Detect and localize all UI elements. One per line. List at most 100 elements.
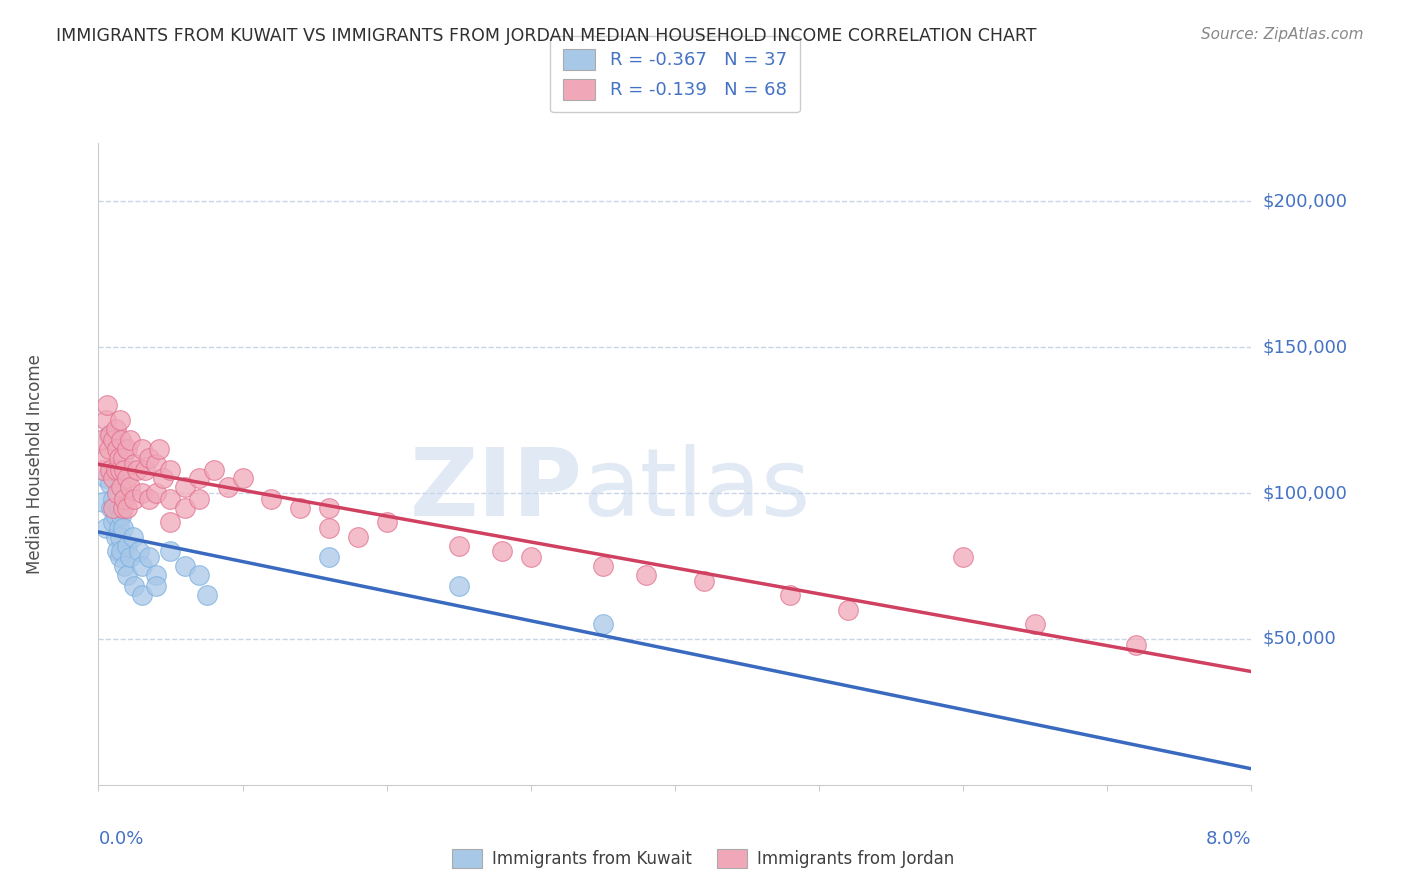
- Point: [110, 509, 132, 524]
- Point: [108, 463, 131, 477]
- Point: [94, 471, 117, 485]
- Text: $200,000: $200,000: [1263, 192, 1348, 211]
- Point: [145, 579, 167, 593]
- Point: [111, 450, 134, 465]
- Point: [98, 477, 121, 491]
- Point: [107, 521, 129, 535]
- Point: [112, 463, 135, 477]
- Point: [159, 463, 181, 477]
- Point: [318, 550, 340, 565]
- Point: [98, 463, 121, 477]
- Point: [94, 521, 117, 535]
- Point: [174, 480, 197, 494]
- Point: [1024, 617, 1046, 632]
- Point: [111, 521, 134, 535]
- Point: [101, 500, 124, 515]
- Point: [117, 500, 138, 515]
- Point: [97, 427, 120, 442]
- Point: [104, 509, 127, 524]
- Point: [94, 450, 117, 465]
- Text: atlas: atlas: [582, 443, 811, 535]
- Point: [101, 471, 124, 485]
- Point: [108, 530, 131, 544]
- Point: [105, 544, 128, 558]
- Point: [491, 544, 513, 558]
- Point: [318, 521, 340, 535]
- Point: [152, 471, 174, 485]
- Point: [159, 515, 181, 529]
- Point: [112, 491, 135, 506]
- Point: [159, 544, 181, 558]
- Point: [97, 442, 120, 457]
- Point: [195, 588, 218, 602]
- Point: [117, 539, 138, 553]
- Point: [592, 559, 614, 574]
- Point: [159, 491, 181, 506]
- Point: [124, 491, 146, 506]
- Text: $150,000: $150,000: [1263, 338, 1348, 356]
- Text: Median Household Income: Median Household Income: [25, 354, 44, 574]
- Point: [202, 463, 225, 477]
- Point: [98, 427, 121, 442]
- Point: [91, 495, 114, 509]
- Text: ZIP: ZIP: [409, 443, 582, 535]
- Point: [105, 486, 128, 500]
- Point: [112, 559, 135, 574]
- Point: [188, 567, 211, 582]
- Point: [519, 550, 541, 565]
- Point: [108, 413, 131, 427]
- Point: [101, 434, 124, 448]
- Point: [127, 463, 149, 477]
- Point: [290, 500, 312, 515]
- Point: [124, 579, 146, 593]
- Point: [131, 588, 153, 602]
- Text: Source: ZipAtlas.com: Source: ZipAtlas.com: [1201, 27, 1364, 42]
- Point: [188, 471, 211, 485]
- Point: [131, 442, 153, 457]
- Point: [107, 500, 129, 515]
- Point: [447, 579, 470, 593]
- Point: [636, 567, 658, 582]
- Point: [837, 603, 859, 617]
- Point: [101, 515, 124, 529]
- Text: IMMIGRANTS FROM KUWAIT VS IMMIGRANTS FROM JORDAN MEDIAN HOUSEHOLD INCOME CORRELA: IMMIGRANTS FROM KUWAIT VS IMMIGRANTS FRO…: [56, 27, 1036, 45]
- Point: [217, 480, 239, 494]
- Point: [188, 491, 211, 506]
- Point: [138, 550, 160, 565]
- Point: [110, 434, 132, 448]
- Point: [138, 450, 160, 465]
- Point: [145, 457, 167, 471]
- Point: [779, 588, 801, 602]
- Point: [117, 471, 138, 485]
- Point: [174, 500, 197, 515]
- Point: [148, 442, 170, 457]
- Point: [693, 574, 716, 588]
- Point: [120, 434, 142, 448]
- Point: [131, 559, 153, 574]
- Point: [117, 442, 138, 457]
- Point: [110, 544, 132, 558]
- Point: [108, 550, 131, 565]
- Point: [131, 486, 153, 500]
- Point: [104, 530, 127, 544]
- Point: [447, 539, 470, 553]
- Point: [120, 550, 142, 565]
- Point: [101, 491, 124, 506]
- Point: [104, 463, 127, 477]
- Point: [1125, 638, 1147, 652]
- Point: [375, 515, 398, 529]
- Point: [94, 413, 117, 427]
- Point: [96, 399, 118, 413]
- Point: [952, 550, 974, 565]
- Point: [100, 500, 122, 515]
- Point: [91, 463, 114, 477]
- Legend: Immigrants from Kuwait, Immigrants from Jordan: Immigrants from Kuwait, Immigrants from …: [446, 842, 960, 875]
- Point: [592, 617, 614, 632]
- Point: [134, 463, 156, 477]
- Legend: R = -0.367   N = 37, R = -0.139   N = 68: R = -0.367 N = 37, R = -0.139 N = 68: [550, 37, 800, 112]
- Point: [105, 442, 128, 457]
- Point: [117, 567, 138, 582]
- Point: [318, 500, 340, 515]
- Point: [174, 559, 197, 574]
- Point: [111, 500, 134, 515]
